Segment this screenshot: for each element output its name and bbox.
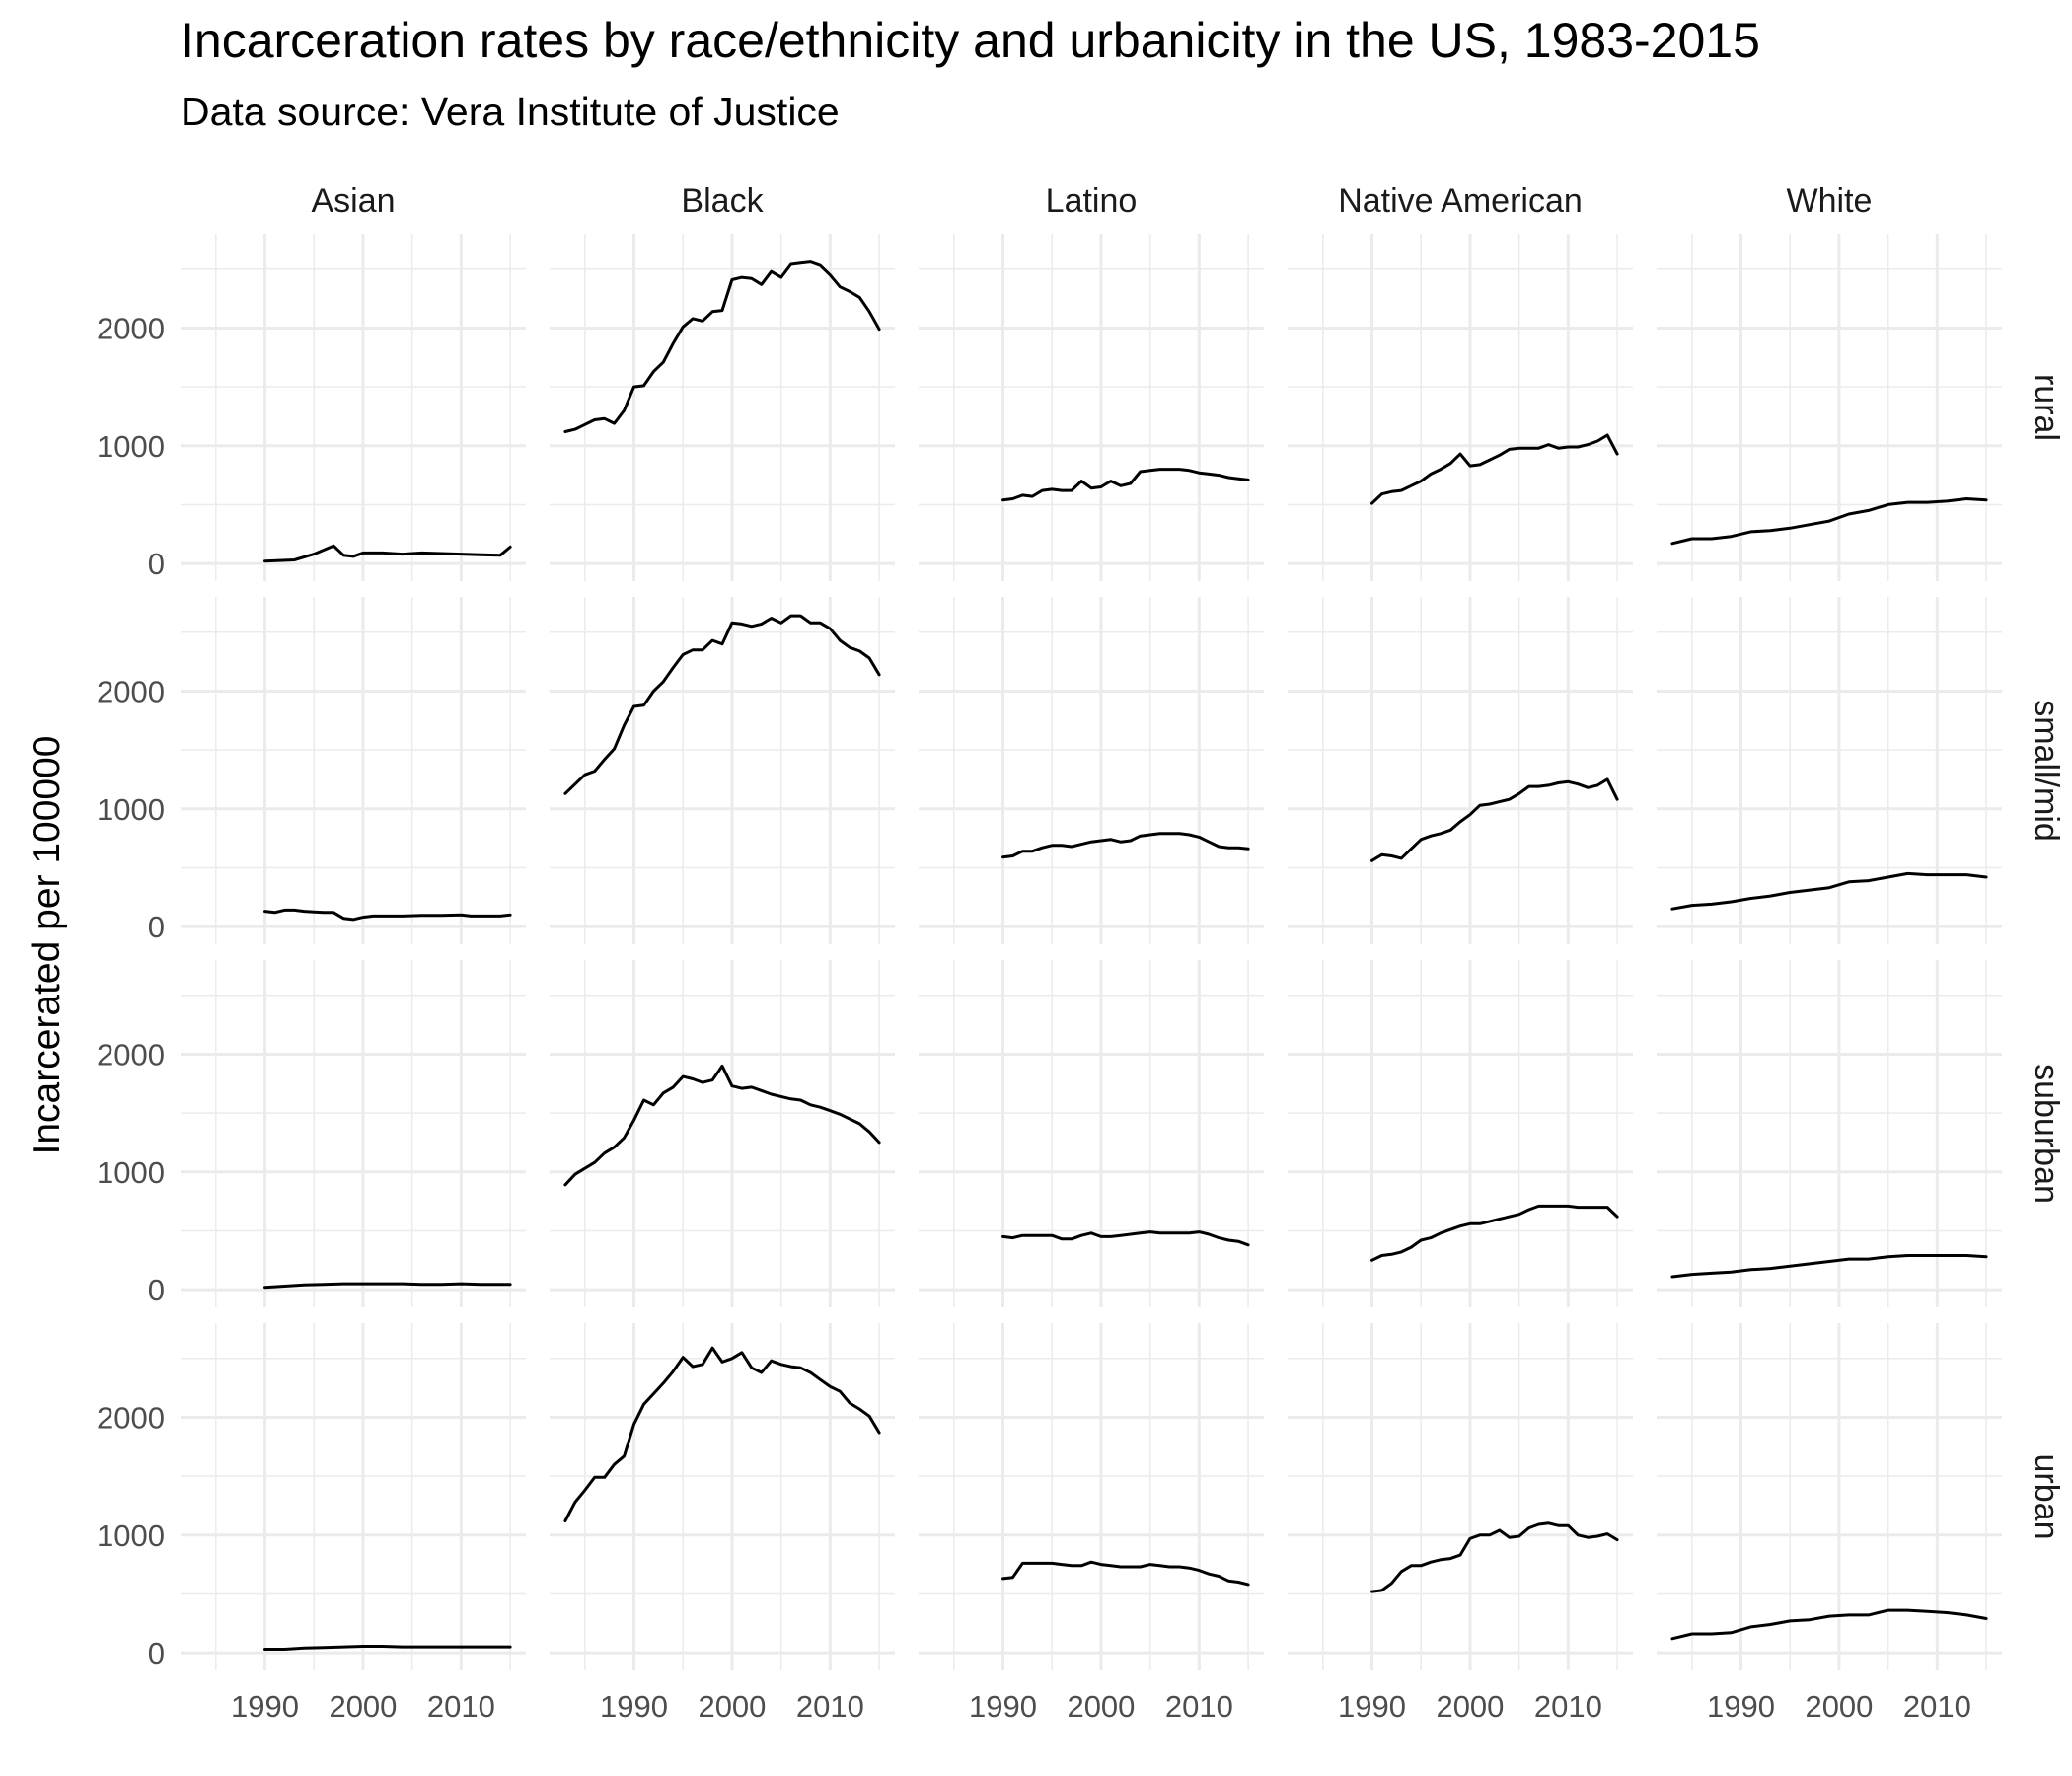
panel-suburban-latino-line: [1001, 1230, 1250, 1247]
y-tick-label: 1000: [97, 792, 165, 827]
x-tick-label: 2010: [1903, 1689, 1971, 1724]
column-strip-label: Native American: [1338, 183, 1583, 220]
panel-urban-native-american-line: [1370, 1521, 1619, 1593]
row-strip-label: suburban: [2028, 1064, 2065, 1204]
x-tick-label: 2000: [698, 1689, 766, 1724]
column-strip-label: Asian: [311, 183, 395, 220]
y-tick-label: 0: [148, 1273, 165, 1307]
row-strip-label: urban: [2028, 1454, 2065, 1540]
panel-rural-latino-line: [1001, 468, 1250, 502]
y-tick-label: 2000: [97, 1037, 165, 1072]
column-strip-label: Black: [681, 183, 764, 220]
column-strip-label: White: [1787, 183, 1873, 220]
x-tick-label: 2010: [1534, 1689, 1602, 1724]
y-tick-label: 2000: [97, 674, 165, 708]
x-tick-label: 2000: [1805, 1689, 1873, 1724]
y-tick-label: 1000: [97, 429, 165, 464]
x-tick-label: 1990: [231, 1689, 299, 1724]
panel-suburban-white-line: [1670, 1254, 1988, 1279]
row-strip-label: rural: [2028, 374, 2065, 441]
x-tick-label: 2000: [1436, 1689, 1504, 1724]
x-tick-label: 2000: [329, 1689, 397, 1724]
panel-rural-black-line: [563, 260, 881, 433]
x-tick-label: 2010: [427, 1689, 495, 1724]
x-tick-label: 2000: [1067, 1689, 1135, 1724]
y-tick-label: 2000: [97, 1400, 165, 1435]
x-tick-label: 1990: [1707, 1689, 1775, 1724]
y-tick-label: 1000: [97, 1155, 165, 1190]
y-tick-label: 0: [148, 547, 165, 581]
panel-suburban-asian-line: [263, 1282, 512, 1290]
panel-suburban-native-american-line: [1370, 1204, 1619, 1262]
x-tick-label: 1990: [600, 1689, 668, 1724]
panel-small-mid-asian-line: [263, 908, 512, 922]
x-tick-label: 1990: [969, 1689, 1037, 1724]
y-axis-title: Incarcerated per 100000: [26, 736, 68, 1155]
panel-suburban-black-line: [563, 1064, 881, 1187]
x-tick-label: 1990: [1338, 1689, 1406, 1724]
panel-small-mid-native-american-line: [1370, 777, 1619, 862]
panel-urban-asian-line: [263, 1645, 512, 1651]
chart-title: Incarceration rates by race/ethnicity an…: [181, 13, 1760, 68]
panel-rural-white-line: [1670, 497, 1988, 546]
y-tick-label: 1000: [97, 1518, 165, 1553]
panel-small-mid-black-line: [563, 614, 881, 795]
y-tick-label: 0: [148, 1636, 165, 1670]
x-tick-label: 2010: [796, 1689, 864, 1724]
y-tick-label: 0: [148, 910, 165, 944]
panel-urban-latino-line: [1001, 1560, 1250, 1587]
panel-urban-black-line: [563, 1346, 881, 1522]
row-strip-label: small/mid: [2028, 700, 2065, 842]
panel-rural-native-american-line: [1370, 433, 1619, 505]
x-tick-label: 2010: [1165, 1689, 1233, 1724]
panel-rural-asian-line: [263, 544, 512, 563]
chart-subtitle: Data source: Vera Institute of Justice: [181, 89, 840, 134]
panel-small-mid-latino-line: [1001, 832, 1250, 859]
y-tick-label: 2000: [97, 311, 165, 345]
panel-small-mid-white-line: [1670, 871, 1988, 911]
column-strip-label: Latino: [1046, 183, 1138, 220]
panel-urban-white-line: [1670, 1608, 1988, 1641]
